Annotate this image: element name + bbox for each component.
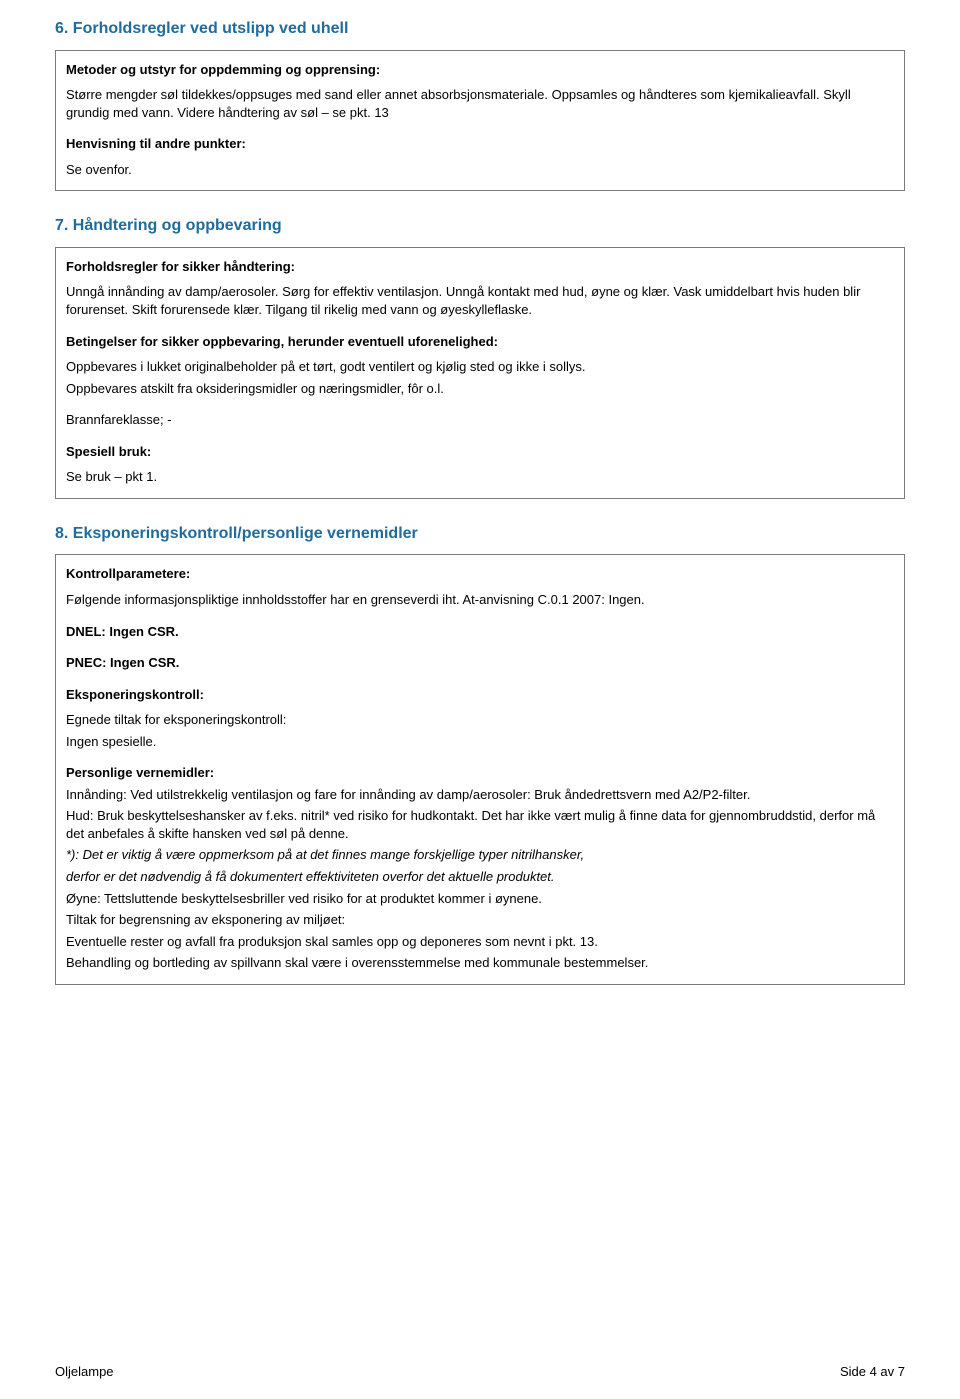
section7-title: 7. Håndtering og oppbevaring bbox=[55, 215, 905, 237]
ppe-star2: derfor er det nødvendig å få dokumentert… bbox=[66, 868, 894, 886]
label-exposure: Eksponeringskontroll: bbox=[66, 686, 894, 704]
section6-title: 6. Forholdsregler ved utslipp ved uhell bbox=[55, 18, 905, 40]
section8-box: Kontrollparametere: Følgende informasjon… bbox=[55, 554, 905, 984]
ppe-line1: Innånding: Ved utilstrekkelig ventilasjo… bbox=[66, 786, 894, 804]
ppe-star1: *): Det er viktig å være oppmerksom på a… bbox=[66, 846, 894, 864]
exposure-line1: Egnede tiltak for eksponeringskontroll: bbox=[66, 711, 894, 729]
ppe-line2: Hud: Bruk beskyttelseshansker av f.eks. … bbox=[66, 807, 894, 842]
section7-box: Forholdsregler for sikker håndtering: Un… bbox=[55, 247, 905, 499]
label-ref: Henvisning til andre punkter: bbox=[66, 135, 894, 153]
label-storage: Betingelser for sikker oppbevaring, heru… bbox=[66, 333, 894, 351]
label-control: Kontrollparametere: bbox=[66, 565, 894, 583]
section8-title: 8. Eksponeringskontroll/personlige verne… bbox=[55, 523, 905, 545]
exposure-line2: Ingen spesielle. bbox=[66, 733, 894, 751]
ref-text: Se ovenfor. bbox=[66, 161, 894, 179]
label-special: Spesiell bruk: bbox=[66, 443, 894, 461]
label-handling: Forholdsregler for sikker håndtering: bbox=[66, 258, 894, 276]
ppe-line3: Øyne: Tettsluttende beskyttelsesbriller … bbox=[66, 890, 894, 908]
ppe-env3: Behandling og bortleding av spillvann sk… bbox=[66, 954, 894, 972]
label-methods: Metoder og utstyr for oppdemming og oppr… bbox=[66, 61, 894, 79]
fireclass-text: Brannfareklasse; - bbox=[66, 411, 894, 429]
control-text: Følgende informasjonspliktige innholdsst… bbox=[66, 591, 894, 609]
footer-right: Side 4 av 7 bbox=[840, 1363, 905, 1381]
storage-text2: Oppbevares atskilt fra oksideringsmidler… bbox=[66, 380, 894, 398]
methods-text: Større mengder søl tildekkes/oppsuges me… bbox=[66, 86, 894, 121]
page-footer: Oljelampe Side 4 av 7 bbox=[55, 1363, 905, 1381]
ppe-env2: Eventuelle rester og avfall fra produksj… bbox=[66, 933, 894, 951]
ppe-env1: Tiltak for begrensning av eksponering av… bbox=[66, 911, 894, 929]
label-ppe: Personlige vernemidler: bbox=[66, 764, 894, 782]
pnec-text: PNEC: Ingen CSR. bbox=[66, 654, 894, 672]
footer-left: Oljelampe bbox=[55, 1363, 114, 1381]
section6-box: Metoder og utstyr for oppdemming og oppr… bbox=[55, 50, 905, 192]
storage-text1: Oppbevares i lukket originalbeholder på … bbox=[66, 358, 894, 376]
special-text: Se bruk – pkt 1. bbox=[66, 468, 894, 486]
handling-text: Unngå innånding av damp/aerosoler. Sørg … bbox=[66, 283, 894, 318]
dnel-text: DNEL: Ingen CSR. bbox=[66, 623, 894, 641]
